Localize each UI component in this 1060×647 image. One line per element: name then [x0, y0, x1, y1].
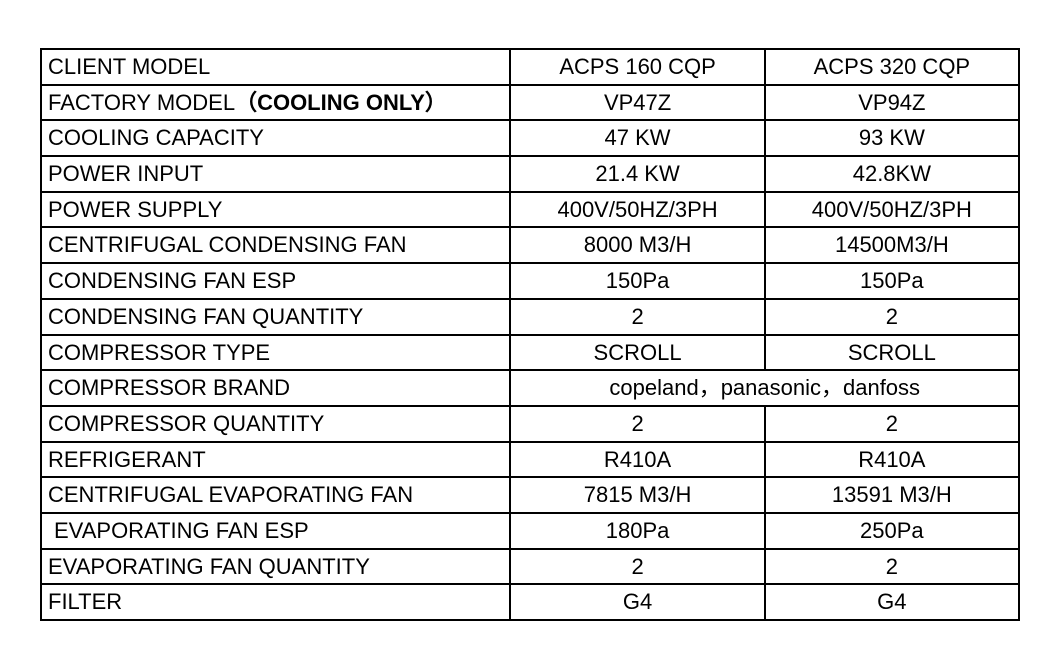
row-label: COMPRESSOR TYPE [41, 335, 510, 371]
table-row: EVAPORATING FAN QUANTITY 22 [41, 549, 1019, 585]
row-label-text: FACTORY MODEL [48, 90, 235, 115]
row-label-text: CONDENSING FAN QUANTITY [48, 304, 363, 329]
row-value-2: ACPS 320 CQP [765, 49, 1019, 85]
row-value-2: 150Pa [765, 263, 1019, 299]
row-value-2: SCROLL [765, 335, 1019, 371]
row-value-2: 2 [765, 299, 1019, 335]
row-label: CLIENT MODEL [41, 49, 510, 85]
row-label-text: COMPRESSOR BRAND [48, 375, 290, 400]
row-label-text: COMPRESSOR QUANTITY [48, 411, 324, 436]
row-value-2: 93 KW [765, 120, 1019, 156]
spec-table: CLIENT MODEL ACPS 160 CQPACPS 320 CQP FACT… [40, 48, 1020, 621]
row-value-1: VP47Z [510, 85, 764, 121]
row-value-1: 21.4 KW [510, 156, 764, 192]
row-value-1: R410A [510, 442, 764, 478]
spec-table-container: CLIENT MODEL ACPS 160 CQPACPS 320 CQP FACT… [0, 0, 1060, 621]
row-label-text: CLIENT MODEL [48, 54, 210, 79]
table-row: POWER SUPPLY 400V/50HZ/3PH400V/50HZ/3PH [41, 192, 1019, 228]
table-row: FILTER G4G4 [41, 584, 1019, 620]
row-value-2: G4 [765, 584, 1019, 620]
row-label-text: COMPRESSOR TYPE [48, 340, 270, 365]
row-value-2: 250Pa [765, 513, 1019, 549]
row-label: CONDENSING FAN QUANTITY [41, 299, 510, 335]
row-value-2: 13591 M3/H [765, 477, 1019, 513]
row-value-2: 2 [765, 549, 1019, 585]
row-label-text: POWER INPUT [48, 161, 203, 186]
row-value-2: 2 [765, 406, 1019, 442]
row-label-text: CENTRIFUGAL EVAPORATING FAN [48, 482, 413, 507]
row-label: CENTRIFUGAL EVAPORATING FAN [41, 477, 510, 513]
row-value-1: 7815 M3/H [510, 477, 764, 513]
row-label-text: EVAPORATING FAN ESP [54, 518, 309, 543]
table-row: COMPRESSOR BRAND copeland，panasonic，danfo… [41, 370, 1019, 406]
row-value-2: 14500M3/H [765, 227, 1019, 263]
row-value-1: 150Pa [510, 263, 764, 299]
table-row: EVAPORATING FAN ESP 180Pa250Pa [41, 513, 1019, 549]
row-label-bold: （COOLING ONLY） [235, 90, 447, 115]
row-label: POWER INPUT [41, 156, 510, 192]
row-value-1: SCROLL [510, 335, 764, 371]
row-value-1: 400V/50HZ/3PH [510, 192, 764, 228]
row-label: CONDENSING FAN ESP [41, 263, 510, 299]
row-label: POWER SUPPLY [41, 192, 510, 228]
row-label: COMPRESSOR BRAND [41, 370, 510, 406]
row-label: COMPRESSOR QUANTITY [41, 406, 510, 442]
row-label-text: COOLING CAPACITY [48, 125, 264, 150]
row-value-2: R410A [765, 442, 1019, 478]
table-row: COOLING CAPACITY 47 KW93 KW [41, 120, 1019, 156]
row-label: EVAPORATING FAN ESP [41, 513, 510, 549]
table-row: COMPRESSOR QUANTITY 22 [41, 406, 1019, 442]
row-value-1: 2 [510, 299, 764, 335]
row-value-1: G4 [510, 584, 764, 620]
row-value-1: 180Pa [510, 513, 764, 549]
table-row: FACTORY MODEL（COOLING ONLY）VP47ZVP94Z [41, 85, 1019, 121]
row-value-1: 47 KW [510, 120, 764, 156]
row-label: COOLING CAPACITY [41, 120, 510, 156]
row-label-text: FILTER [48, 589, 122, 614]
row-label: REFRIGERANT [41, 442, 510, 478]
row-value-1: ACPS 160 CQP [510, 49, 764, 85]
row-label: FACTORY MODEL（COOLING ONLY） [41, 85, 510, 121]
table-row: POWER INPUT 21.4 KW42.8KW [41, 156, 1019, 192]
table-row: CENTRIFUGAL EVAPORATING FAN 7815 M3/H1359… [41, 477, 1019, 513]
row-value-2: VP94Z [765, 85, 1019, 121]
row-value-2: 42.8KW [765, 156, 1019, 192]
row-value-1: 2 [510, 406, 764, 442]
row-value-merged: copeland，panasonic，danfoss [510, 370, 1019, 406]
row-label-text: CENTRIFUGAL CONDENSING FAN [48, 232, 407, 257]
row-label: CENTRIFUGAL CONDENSING FAN [41, 227, 510, 263]
row-label-text: REFRIGERANT [48, 447, 206, 472]
row-value-1: 8000 M3/H [510, 227, 764, 263]
row-value-2: 400V/50HZ/3PH [765, 192, 1019, 228]
table-row: REFRIGERANT R410AR410A [41, 442, 1019, 478]
row-label-text: CONDENSING FAN ESP [48, 268, 296, 293]
row-value-1: 2 [510, 549, 764, 585]
table-row: COMPRESSOR TYPE SCROLLSCROLL [41, 335, 1019, 371]
table-row: CONDENSING FAN ESP 150Pa150Pa [41, 263, 1019, 299]
row-label-text: POWER SUPPLY [48, 197, 222, 222]
row-label: EVAPORATING FAN QUANTITY [41, 549, 510, 585]
row-label: FILTER [41, 584, 510, 620]
table-row: CENTRIFUGAL CONDENSING FAN 8000 M3/H14500… [41, 227, 1019, 263]
table-row: CLIENT MODEL ACPS 160 CQPACPS 320 CQP [41, 49, 1019, 85]
row-label-text: EVAPORATING FAN QUANTITY [48, 554, 370, 579]
table-row: CONDENSING FAN QUANTITY 22 [41, 299, 1019, 335]
